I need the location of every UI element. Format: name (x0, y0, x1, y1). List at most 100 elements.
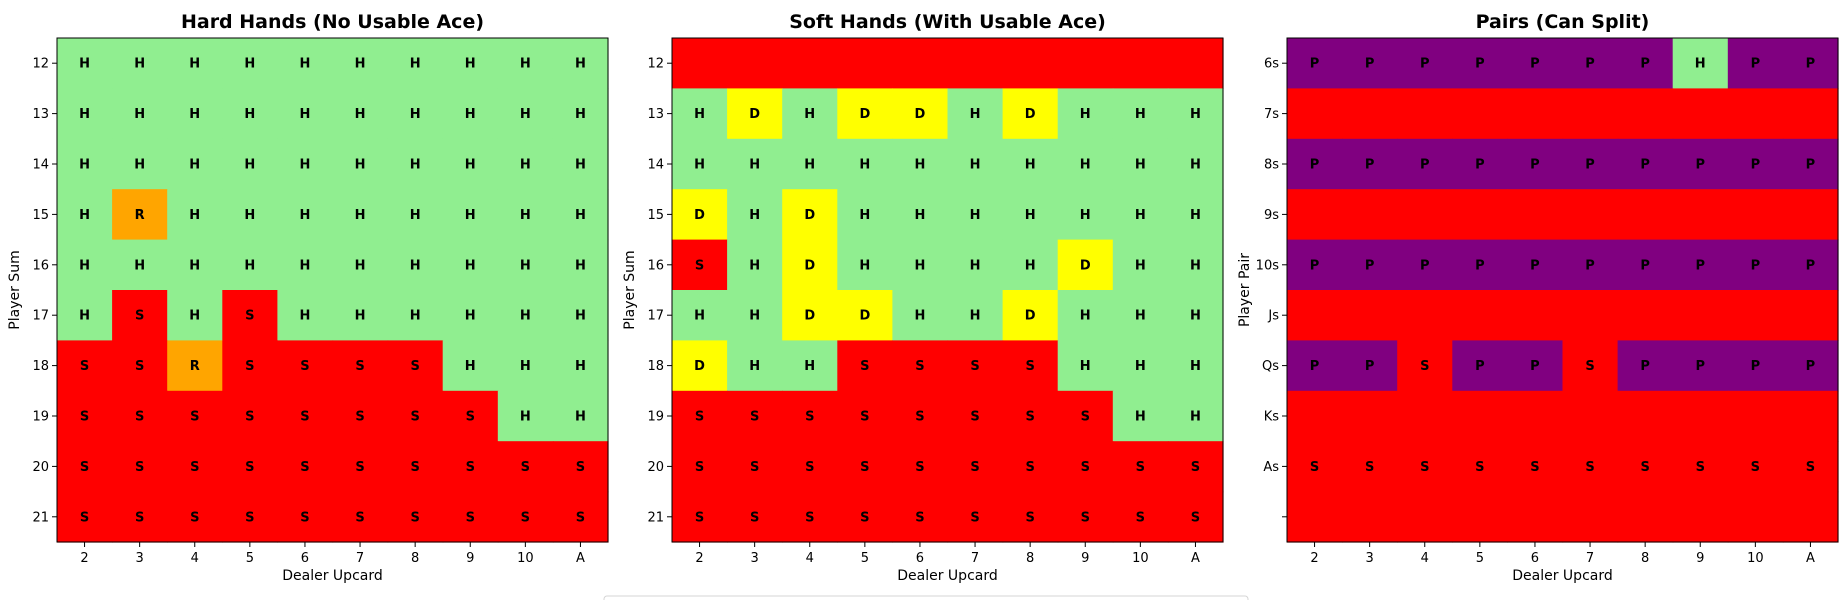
x-tick-label: 4 (806, 551, 814, 566)
cell-label: H (355, 258, 366, 273)
heatmap-cell (277, 340, 334, 392)
heatmap-cell (947, 189, 1004, 241)
heatmap-cell (167, 390, 223, 442)
heatmap-cell (1452, 189, 1508, 241)
heatmap-cell (1452, 390, 1508, 442)
heatmap-cell (112, 189, 168, 241)
heatmap-cell (1562, 340, 1619, 392)
heatmap-cell (1057, 340, 1114, 392)
heatmap-cell (782, 88, 838, 140)
cell-label: P (1475, 258, 1485, 273)
heatmap-cell (782, 138, 838, 190)
heatmap-cell (782, 441, 838, 493)
cell-label: H (915, 258, 926, 273)
cell-label: H (915, 208, 926, 223)
heatmap-cell (672, 441, 728, 493)
cell-label: H (134, 158, 145, 173)
heatmap-cell (112, 239, 168, 291)
heatmap-cell (442, 38, 499, 89)
chart-title: Soft Hands (With Usable Ace) (789, 11, 1106, 33)
cell-label: P (1310, 158, 1320, 173)
heatmap-cell (727, 390, 783, 442)
heatmap-cell (167, 290, 223, 341)
x-tick-label: 8 (411, 551, 419, 566)
heatmap-cell (387, 491, 444, 543)
y-tick-label: Js (1267, 309, 1279, 324)
cell-label: P (1310, 258, 1320, 273)
heatmap-cell (837, 441, 893, 493)
cell-label: P (1420, 258, 1430, 273)
x-tick-label: 4 (191, 551, 199, 566)
heatmap-cell (57, 38, 113, 89)
heatmap-cell (1672, 441, 1729, 493)
heatmap-cell (1617, 38, 1674, 89)
heatmap-cell (672, 189, 728, 241)
x-axis-label: Dealer Upcard (897, 568, 998, 584)
heatmap-cell (947, 340, 1004, 392)
heatmap-cell (1397, 189, 1453, 241)
cell-label: D (749, 107, 760, 122)
cell-label: H (189, 158, 200, 173)
cell-label: S (300, 359, 309, 374)
heatmap-cell (57, 88, 113, 140)
y-tick-label: 18 (647, 359, 664, 374)
cell-label: H (970, 208, 981, 223)
cell-label: P (1640, 258, 1650, 273)
heatmap-cell (1002, 441, 1059, 493)
cell-label: P (1806, 258, 1816, 273)
heatmap-cell (1617, 390, 1674, 442)
heatmap-cell (387, 138, 444, 190)
cell-label: H (575, 309, 586, 324)
heatmap-cell (892, 441, 949, 493)
cell-label: S (860, 460, 869, 475)
heatmap-cell (277, 38, 334, 89)
cell-label: H (1190, 359, 1201, 374)
heatmap-cell (1727, 340, 1784, 392)
heatmap-cell (782, 340, 838, 392)
heatmap-cell (1112, 340, 1169, 392)
heatmap-cell (672, 138, 728, 190)
legend-box (603, 595, 1249, 604)
cell-label: P (1585, 158, 1595, 173)
cell-label: D (694, 208, 705, 223)
heatmap-cell (222, 38, 278, 89)
x-tick-label: 10 (1747, 551, 1764, 566)
cell-label: S (1640, 460, 1649, 475)
heatmap-cell (387, 441, 444, 493)
cell-label: H (859, 158, 870, 173)
heatmap-cell (277, 290, 334, 341)
cell-label: P (1475, 158, 1485, 173)
cell-label: S (750, 410, 759, 425)
cell-label: H (355, 57, 366, 72)
heatmap-cell (1287, 340, 1343, 392)
heatmap-cell (1342, 390, 1398, 442)
heatmap-cell (1057, 290, 1114, 341)
heatmap-cell (727, 441, 783, 493)
heatmap-cell (1057, 390, 1114, 442)
cell-label: H (355, 107, 366, 122)
heatmap-cell (222, 88, 278, 140)
cell-label: H (915, 158, 926, 173)
cell-label: S (1310, 460, 1319, 475)
heatmap-cell (1002, 38, 1059, 89)
heatmap-cell (1782, 88, 1839, 140)
cell-label: S (355, 359, 364, 374)
cell-label: H (1025, 258, 1036, 273)
cell-label: S (245, 460, 254, 475)
heatmap-cell (1342, 290, 1398, 341)
heatmap-cell (1727, 88, 1784, 140)
heatmap-cell (112, 491, 168, 543)
heatmap-cell (277, 390, 334, 442)
cell-label: H (520, 208, 531, 223)
heatmap-cell (112, 390, 168, 442)
heatmap-cell (1397, 138, 1453, 190)
x-tick-label: 6 (916, 551, 924, 566)
cell-label: H (1025, 208, 1036, 223)
x-tick-label: 3 (136, 551, 144, 566)
cell-label: S (750, 460, 759, 475)
cell-label: H (244, 208, 255, 223)
heatmap-cell (1672, 239, 1729, 291)
cell-label: S (1136, 460, 1145, 475)
cell-label: S (466, 460, 475, 475)
cell-label: H (859, 258, 870, 273)
